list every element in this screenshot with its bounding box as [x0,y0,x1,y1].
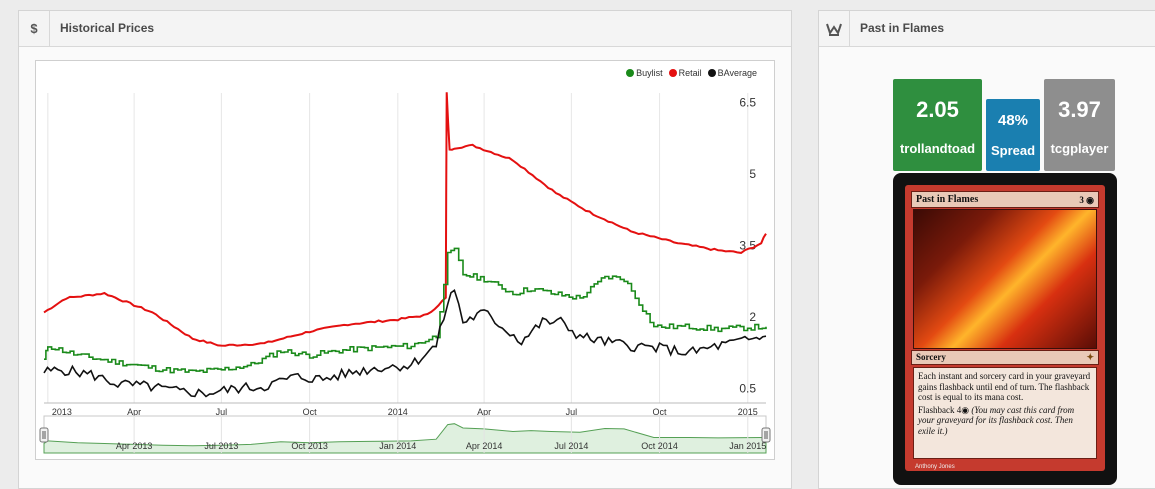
series-line-retail [43,92,767,347]
y-tick-label: 3.5 [739,239,756,253]
navigator-label: Oct 2014 [641,441,678,451]
trollandtoad-price-tile[interactable]: 2.05 trollandtoad [893,79,982,171]
x-tick-label: Apr [127,407,141,417]
card-type: Sorcery [916,352,946,362]
series-line-baverage [43,289,767,398]
legend-label: BAverage [717,68,757,78]
navigator-label: Apr 2013 [116,441,153,451]
card-name: Past in Flames 3 ◉ [911,191,1099,208]
navigator-left-handle[interactable] [39,427,49,443]
crown-icon [819,11,850,46]
legend-dot-icon [668,69,677,77]
navigator-label: Oct 2013 [291,441,328,451]
navigator-label: Jul 2013 [204,441,238,451]
card-rules-text: Each instant and sorcery card in your gr… [918,371,1091,402]
card-rules-box: Each instant and sorcery card in your gr… [913,367,1097,459]
x-tick-label: 2015 [738,407,758,417]
legend-dot-icon [626,69,635,77]
legend-dot-icon [707,69,716,77]
flashback-cost: Flashback 4◉ [918,404,970,415]
card-name-text: Past in Flames [916,194,979,205]
navigator-label: Apr 2014 [466,441,503,451]
tcgplayer-price-tile[interactable]: 3.97 tcgplayer [1044,79,1115,171]
legend-label: Retail [678,68,702,78]
card-type-line: Sorcery ✦ [911,350,1099,365]
y-tick-label: 6.5 [739,96,756,110]
navigator-label: Jul 2014 [554,441,588,451]
legend-item-buylist[interactable]: Buylist [626,68,663,78]
dollar-icon: $ [19,11,50,46]
tile-label: trollandtoad [899,141,976,156]
legend-label: Buylist [636,68,663,78]
card-flashback: Flashback 4◉ (You may cast this card fro… [918,405,1092,437]
x-tick-label: Jul [566,407,578,417]
legend-item-baverage[interactable]: BAverage [707,68,757,78]
panel-title: Past in Flames [860,21,945,35]
historical-prices-panel: $ Historical Prices 2013 Apr Jul Oct 2014 Apr… [18,10,792,489]
x-tick-label: 2014 [388,407,408,417]
tile-label: Spread [990,143,1036,158]
card-artist: Anthony Jones [915,464,955,470]
x-tick-label: Jul [216,407,228,417]
card-frame: Past in Flames 3 ◉ Sorcery ✦ Each instan… [905,185,1105,471]
tile-value: 3.97 [1058,97,1101,122]
y-tick-label: 2 [749,310,756,324]
flashback-reminder: (You may cast this card from your gravey… [918,404,1075,436]
panel-title: Historical Prices [60,21,155,35]
tile-value: 2.05 [916,97,959,122]
y-tick-label: 5 [749,167,756,181]
x-tick-label: Apr [477,407,491,417]
navigator-label: Jan 2014 [379,441,416,451]
set-symbol-icon: ✦ [1086,352,1094,362]
price-chart: 2013 Apr Jul Oct 2014 Apr Jul Oct 2015 6.5 5 3.5 2 0.… [35,60,775,460]
tile-label: tcgplayer [1050,141,1109,156]
chart-svg: 2013 Apr Jul Oct 2014 Apr Jul Oct 2015 6.5 5 3.5 2 0.… [39,92,771,454]
panel-header: $ Historical Prices [19,11,791,47]
y-tick-label: 0.5 [739,382,756,396]
x-tick-label: Oct [653,407,668,417]
tile-value: 48% [997,112,1029,129]
navigator-area [43,423,767,454]
spread-tile: 48% Spread [986,99,1040,171]
card-art [913,209,1097,349]
legend-item-retail[interactable]: Retail [668,68,702,78]
x-tick-label: 2013 [52,407,72,417]
x-tick-label: Oct [303,407,318,417]
navigator-label: Jan 2015 [729,441,766,451]
card-image[interactable]: Past in Flames 3 ◉ Sorcery ✦ Each instan… [893,173,1117,485]
chart-legend: Buylist Retail BAverage [626,68,757,78]
navigator-right-handle[interactable] [761,427,771,443]
panel-header: Past in Flames [819,11,1155,47]
series-line-buylist [44,247,767,374]
mana-cost: 3 ◉ [1079,195,1094,205]
